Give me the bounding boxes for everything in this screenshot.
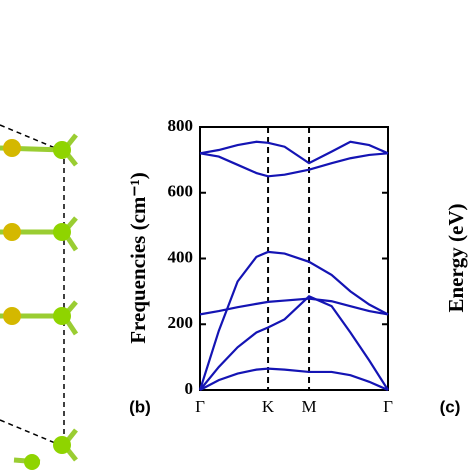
y-tick-label: 200: [168, 313, 194, 332]
y-axis-label: Frequencies (cm⁻¹): [126, 172, 150, 344]
structure-panel: [0, 124, 79, 470]
phonon-band: [198, 250, 389, 391]
y-tick-label: 0: [185, 379, 194, 398]
phonon-band: [199, 295, 389, 391]
y-tick-label: 400: [168, 247, 194, 266]
phonon-band: [199, 140, 389, 165]
phonon-band: [199, 367, 389, 392]
y-axis-label: Energy (eV): [444, 203, 468, 312]
x-tick-label: K: [262, 397, 275, 416]
phonon-band: [199, 152, 389, 178]
x-tick-label: Γ: [383, 397, 393, 416]
plot-frame: [199, 126, 389, 391]
panel-label: (b): [129, 397, 151, 416]
y-tick-label: 600: [168, 182, 194, 201]
y-tick-label: 800: [168, 116, 194, 135]
x-tick-label: Γ: [195, 397, 205, 416]
x-tick-label: M: [301, 397, 316, 416]
phonon-band: [199, 297, 389, 316]
panel-label: (c): [440, 397, 461, 416]
